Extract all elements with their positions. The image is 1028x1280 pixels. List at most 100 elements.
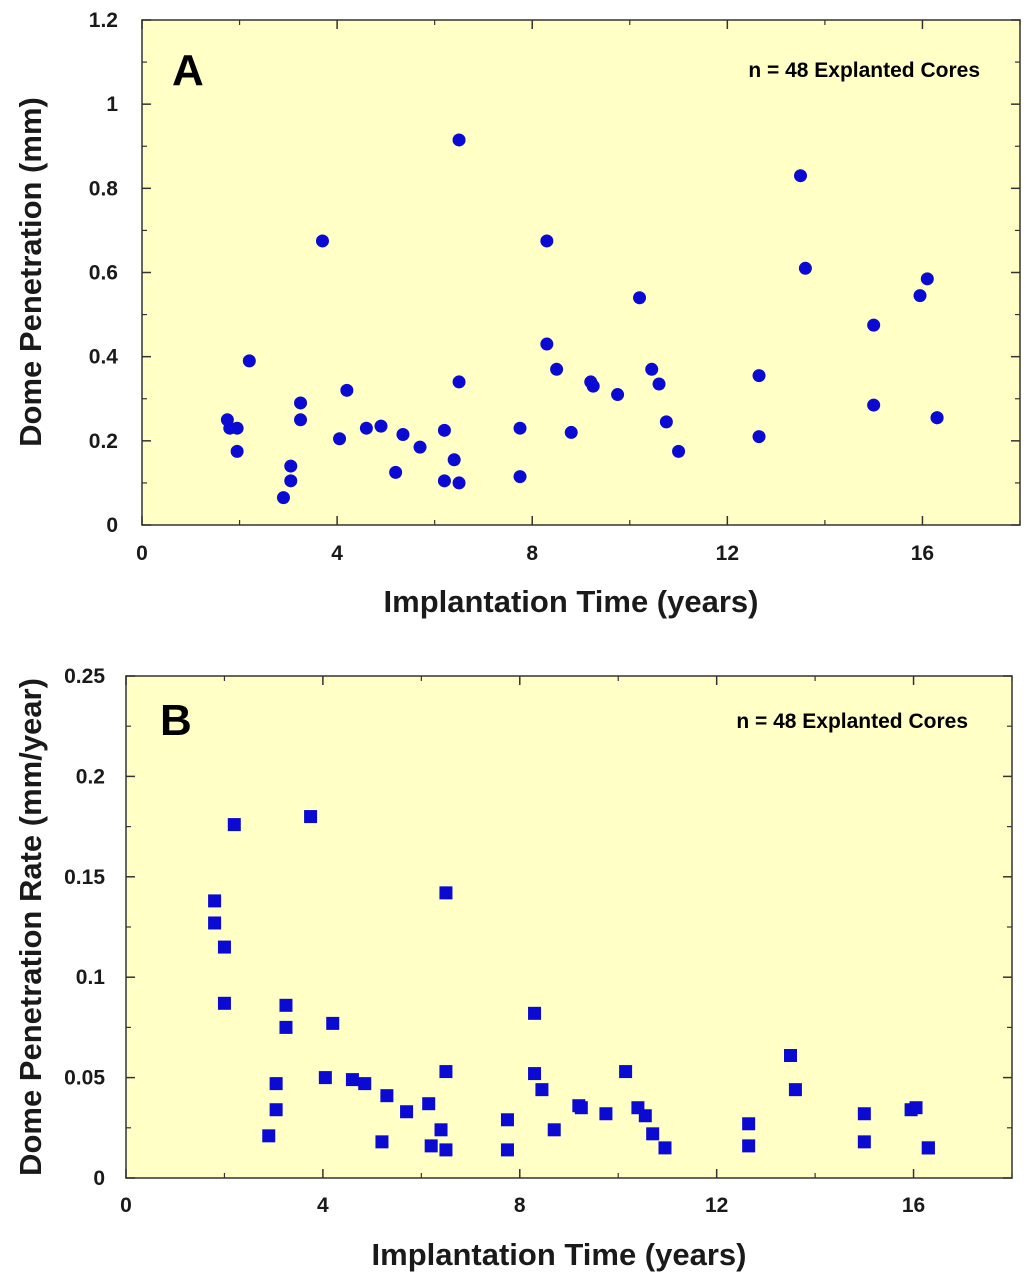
data-point: [867, 318, 881, 332]
data-point: [217, 996, 231, 1010]
data-point: [242, 354, 256, 368]
x-axis-label: Implantation Time (years): [384, 584, 759, 619]
y-tick-label: 0.1: [76, 966, 106, 989]
data-point: [550, 362, 564, 376]
x-tick-label: 0: [120, 1194, 132, 1217]
data-point: [375, 1135, 389, 1149]
data-point: [586, 379, 600, 393]
data-point: [262, 1129, 276, 1143]
x-axis-label: Implantation Time (years): [372, 1237, 747, 1272]
data-point: [513, 470, 527, 484]
data-point: [284, 459, 298, 473]
x-tick-label: 12: [705, 1194, 728, 1217]
data-point: [540, 337, 554, 351]
data-point: [645, 362, 659, 376]
data-point: [528, 1067, 542, 1081]
data-point: [564, 425, 578, 439]
panel-letter: B: [160, 696, 192, 745]
data-point: [535, 1083, 549, 1097]
x-tick-label: 4: [317, 1194, 329, 1217]
data-point: [208, 894, 222, 908]
y-tick-label: 0.4: [89, 346, 119, 369]
data-point: [658, 1141, 672, 1155]
data-point: [920, 272, 934, 286]
data-point: [500, 1113, 514, 1127]
data-point: [380, 1089, 394, 1103]
x-tick-label: 12: [716, 542, 739, 565]
y-tick-label: 1.2: [89, 9, 118, 32]
y-tick-label: 0.15: [64, 866, 105, 889]
data-point: [752, 430, 766, 444]
data-point: [230, 421, 244, 435]
data-point: [400, 1105, 414, 1119]
y-tick-label: 0.05: [64, 1067, 105, 1090]
data-point: [500, 1143, 514, 1157]
data-point: [599, 1107, 613, 1121]
data-point: [269, 1077, 283, 1091]
y-tick-label: 0: [93, 1167, 105, 1190]
data-point: [867, 398, 881, 412]
data-point: [447, 453, 461, 467]
data-point: [540, 234, 554, 248]
annotation: n = 48 Explanted Cores: [748, 59, 980, 82]
data-point: [638, 1109, 652, 1123]
data-point: [294, 413, 308, 427]
data-point: [742, 1139, 756, 1153]
plot-area: [141, 19, 1021, 526]
data-point: [413, 440, 427, 454]
data-point: [439, 886, 453, 900]
data-point: [284, 474, 298, 488]
y-tick-label: 0.2: [76, 765, 105, 788]
data-point: [389, 465, 403, 479]
annotation: n = 48 Explanted Cores: [736, 710, 968, 733]
data-point: [279, 998, 293, 1012]
data-point: [452, 133, 466, 147]
data-point: [619, 1065, 633, 1079]
data-point: [374, 419, 388, 433]
data-point: [528, 1006, 542, 1020]
x-tick-label: 8: [514, 1194, 526, 1217]
data-point: [208, 916, 222, 930]
data-point: [547, 1123, 561, 1137]
chart-panel-a: 0 4 8 12 16 0 0.2 0.4 0.6 0.8 1 1.2 A n = 48 Explante…: [13, 9, 1021, 619]
data-point: [857, 1135, 871, 1149]
y-axis-label: Dome Penetration (mm): [13, 97, 48, 447]
data-point: [326, 1016, 340, 1030]
y-tick-label: 0.6: [89, 262, 118, 285]
x-tick-label: 16: [902, 1194, 925, 1217]
data-point: [227, 818, 241, 832]
data-point: [439, 1143, 453, 1157]
data-point: [304, 810, 318, 824]
x-tick-label: 4: [331, 542, 343, 565]
data-point: [513, 421, 527, 435]
x-tick-label: 0: [136, 542, 148, 565]
y-tick-label: 0.8: [89, 177, 119, 200]
data-point: [784, 1049, 797, 1063]
y-tick-label: 0.2: [89, 430, 118, 453]
data-point: [434, 1123, 448, 1137]
data-point: [333, 432, 347, 446]
y-tick-label: 1: [106, 93, 118, 116]
data-point: [788, 1083, 802, 1097]
data-point: [672, 444, 686, 458]
data-point: [646, 1127, 660, 1141]
data-point: [358, 1077, 372, 1091]
data-point: [230, 444, 244, 458]
data-point: [652, 377, 666, 391]
data-point: [921, 1141, 935, 1155]
data-point: [422, 1097, 436, 1111]
data-point: [437, 423, 451, 437]
x-tick-label: 16: [911, 542, 934, 565]
data-point: [574, 1101, 588, 1115]
data-point: [294, 396, 308, 410]
data-point: [439, 1065, 453, 1079]
plot-area: [125, 675, 1013, 1179]
data-point: [345, 1073, 359, 1087]
data-point: [437, 474, 451, 488]
data-point: [794, 169, 807, 183]
data-point: [909, 1101, 923, 1115]
data-point: [633, 291, 647, 305]
data-point: [276, 491, 290, 505]
data-point: [217, 940, 231, 954]
